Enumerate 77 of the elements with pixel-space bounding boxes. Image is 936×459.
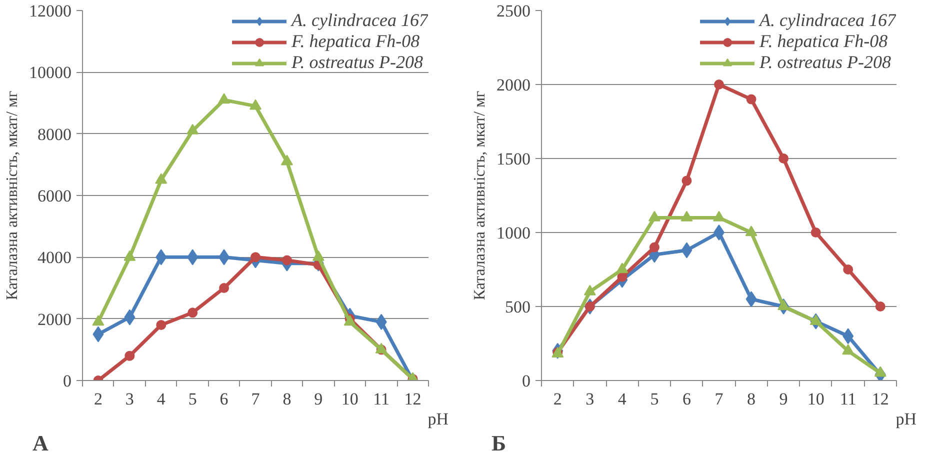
- point: [616, 262, 628, 274]
- y-tick-label: 12000: [29, 2, 72, 20]
- x-tick-label: 5: [650, 390, 659, 408]
- point: [282, 255, 292, 266]
- legend-label: F. hepatica Fh-08: [760, 31, 888, 52]
- y-tick-label: 8000: [38, 124, 72, 144]
- x-tick-label: 10: [807, 390, 824, 408]
- point: [312, 250, 324, 261]
- point: [875, 302, 886, 312]
- x-tick-label: 3: [586, 390, 594, 408]
- x-tick-label: 6: [682, 390, 691, 408]
- legend-label: F. hepatica Fh-08: [292, 31, 420, 52]
- point: [92, 315, 104, 326]
- point: [124, 250, 136, 261]
- point: [682, 176, 692, 186]
- point: [250, 252, 260, 262]
- point: [648, 210, 660, 222]
- y-tick-label: 10000: [29, 63, 72, 82]
- point: [155, 173, 168, 184]
- point: [186, 124, 199, 134]
- x-tick-label: 8: [282, 390, 292, 408]
- x-tick-label: 5: [188, 390, 197, 408]
- point: [745, 226, 758, 236]
- point: [124, 350, 135, 361]
- y-tick-label: 2000: [38, 310, 72, 329]
- point: [778, 154, 789, 164]
- point: [842, 344, 854, 355]
- text: А: [32, 430, 48, 456]
- x-tick-label: 12: [404, 390, 422, 408]
- x-tick-label: 11: [840, 390, 856, 408]
- x-axis-title: pH: [428, 410, 449, 428]
- x-tick-label: 9: [314, 390, 323, 408]
- point: [714, 80, 724, 90]
- x-tick-label: 9: [779, 390, 788, 408]
- point: [617, 272, 628, 282]
- point: [874, 366, 886, 377]
- point: [219, 283, 230, 293]
- x-tick-label: 8: [747, 390, 756, 408]
- x-tick-label: 12: [872, 390, 889, 408]
- point: [250, 99, 262, 110]
- point: [746, 94, 756, 104]
- point: [843, 264, 854, 274]
- y-tick-label: 2000: [496, 76, 530, 94]
- point: [810, 314, 822, 325]
- point: [680, 210, 693, 222]
- point: [218, 93, 230, 104]
- point: [280, 154, 293, 166]
- x-tick-label: 2: [94, 390, 102, 408]
- y-tick-label: 0: [63, 372, 72, 390]
- text: Б: [492, 430, 506, 456]
- y-axis-title: Каталазна активність, мкат/ мг: [472, 90, 488, 300]
- y-axis-title: Каталазна активність, мкат/ мг: [4, 90, 21, 300]
- y-tick-label: 6000: [38, 186, 72, 206]
- y-tick-label: 0: [522, 372, 530, 390]
- y-tick-label: 2500: [496, 2, 530, 20]
- y-tick-label: 4000: [38, 248, 72, 268]
- x-tick-label: 11: [373, 390, 390, 408]
- x-tick-label: 4: [156, 390, 166, 408]
- point: [584, 284, 596, 296]
- y-tick-label: 1000: [496, 224, 530, 242]
- x-tick-label: 7: [714, 390, 724, 408]
- x-tick-label: 4: [618, 390, 627, 408]
- y-tick-label: 1500: [496, 150, 530, 168]
- point: [713, 210, 725, 222]
- x-tick-label: 7: [251, 390, 260, 408]
- point: [810, 228, 821, 238]
- x-axis-title: pH: [896, 410, 917, 428]
- x-tick-label: 3: [125, 390, 134, 408]
- x-tick-label: 10: [341, 390, 358, 408]
- point: [156, 320, 166, 330]
- legend-label: P. ostreatus P-208: [292, 52, 424, 73]
- point: [188, 308, 198, 318]
- x-tick-label: 6: [220, 390, 228, 408]
- legend-label: P. ostreatus P-208: [760, 52, 892, 73]
- x-tick-label: 2: [553, 390, 562, 408]
- point: [649, 242, 660, 252]
- y-tick-label: 500: [505, 298, 530, 316]
